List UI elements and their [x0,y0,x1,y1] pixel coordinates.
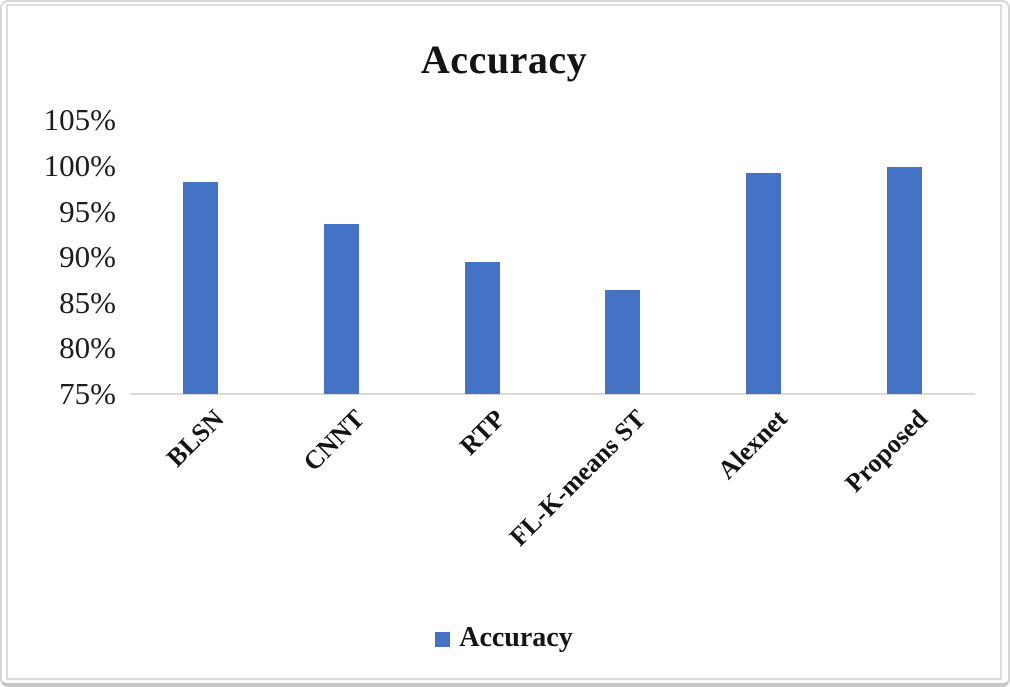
x-axis-category-label: BLSN [160,404,229,473]
x-axis-category-label: CNNT [297,404,370,477]
bar-blsn [182,181,218,394]
y-axis-tick-label: 90% [59,239,116,275]
x-axis-line [130,393,975,395]
legend-color-swatch-icon [435,632,451,647]
x-axis-category-label: Alexnet [711,404,793,485]
bar-proposed [887,166,923,394]
y-axis-tick-label: 85% [59,284,116,320]
chart-title: Accuracy [420,37,588,82]
y-axis-tick-label: 95% [59,193,116,229]
y-axis-tick-label: 80% [59,330,116,366]
legend-label: Accuracy [459,622,573,653]
legend: Accuracy [8,622,1000,654]
bar-fl-k-means-st [605,290,641,394]
y-axis-tick-label: 105% [43,102,116,138]
chart-frame: Accuracy 105% 100% 95% 90% 85% 80% 75% BLSN CNN… [6,4,1002,680]
x-axis-category-label: Proposed [839,404,934,498]
bar-alexnet [746,173,782,394]
bar-rtp [464,261,500,394]
y-axis-tick-label: 75% [59,376,116,411]
y-axis-tick-label: 100% [43,148,116,183]
x-axis-category-label: RTP [453,404,511,461]
bar-cnnt [323,224,359,394]
x-axis-category-label: FL-K-means ST [503,404,652,552]
